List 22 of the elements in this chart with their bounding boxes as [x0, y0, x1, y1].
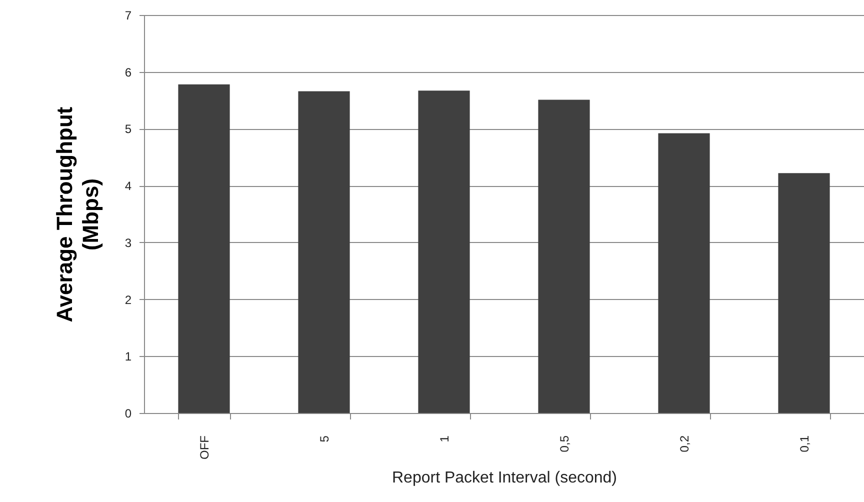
y-tick-label: 2 [124, 292, 132, 307]
x-tick-label: 0,1 [798, 435, 812, 452]
bar [298, 91, 350, 413]
bar [418, 90, 470, 413]
y-axis-title: Average Throughput (Mbps) [52, 106, 103, 322]
x-tick-label: OFF [198, 436, 212, 460]
y-tick-label: 0 [124, 406, 132, 420]
y-tick-label: 5 [124, 122, 132, 136]
bar [178, 84, 230, 413]
x-axis-title: Report Packet Interval (second) [392, 469, 617, 486]
bar [658, 133, 710, 413]
y-tick-label: 1 [124, 350, 132, 364]
x-tick-label: 1 [438, 435, 452, 442]
y-tick-label: 3 [124, 236, 132, 250]
x-tick-label: 0,2 [678, 435, 692, 452]
x-tick-label: 5 [318, 435, 332, 442]
bar [778, 173, 830, 413]
x-tick-label: 0,5 [558, 435, 572, 452]
bar [538, 100, 590, 413]
y-tick-label: 4 [124, 179, 132, 194]
y-tick-label: 7 [124, 8, 132, 22]
y-tick-label: 6 [124, 65, 132, 80]
